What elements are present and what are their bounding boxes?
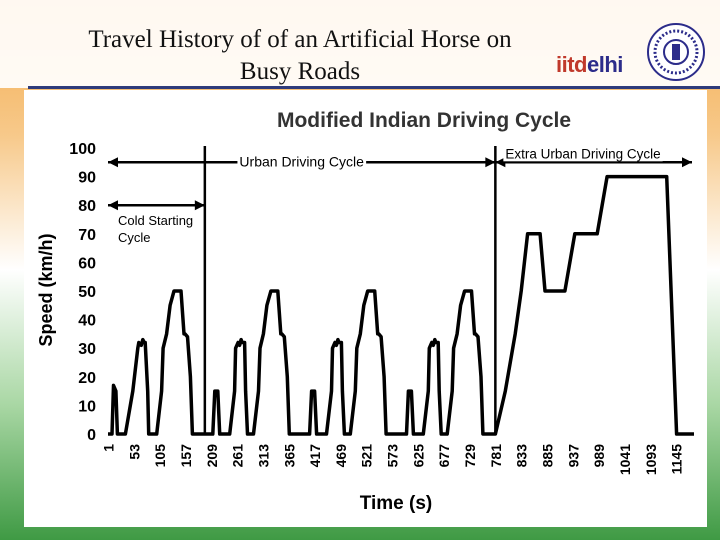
x-tick-label: 885 xyxy=(540,444,556,468)
y-tick-label: 60 xyxy=(78,255,96,272)
y-tick-label: 80 xyxy=(78,198,96,215)
title-divider xyxy=(28,86,720,89)
y-tick-label: 50 xyxy=(78,284,96,301)
speed-series-line xyxy=(108,174,694,436)
x-tick-label: 209 xyxy=(204,444,220,468)
logo-part-2: elhi xyxy=(587,52,623,77)
slide-title: Travel History of of an Artificial Horse… xyxy=(40,24,560,88)
x-tick-label: 261 xyxy=(230,444,246,468)
cold-cycle-label-line-2: Cycle xyxy=(118,230,151,245)
x-tick-label: 729 xyxy=(462,444,478,468)
x-tick-label: 1093 xyxy=(643,444,659,475)
x-tick-label: 937 xyxy=(565,444,581,468)
y-tick-label: 100 xyxy=(69,141,96,158)
x-tick-label: 469 xyxy=(333,444,349,468)
x-tick-label: 781 xyxy=(488,444,504,468)
institute-emblem-icon xyxy=(647,23,705,81)
y-tick-label: 30 xyxy=(78,341,96,358)
x-tick-label: 989 xyxy=(591,444,607,468)
x-tick-label: 157 xyxy=(178,444,194,468)
x-tick-label: 365 xyxy=(281,444,297,468)
cold-arrow-left-head xyxy=(108,200,118,211)
chart-card: Modified Indian Driving Cycle Speed (km/… xyxy=(24,90,707,527)
x-tick-label: 105 xyxy=(152,444,168,468)
urban-label-bg xyxy=(237,153,367,170)
slide-title-line-2: Busy Roads xyxy=(239,58,361,85)
x-tick-label: 521 xyxy=(359,444,375,468)
x-tick-label: 1145 xyxy=(669,444,685,475)
x-axis-label: Time (s) xyxy=(360,493,433,514)
chart-title: Modified Indian Driving Cycle xyxy=(277,109,571,132)
extra-urban-arrow-right-head xyxy=(682,157,692,168)
x-tick-label: 1041 xyxy=(617,444,633,475)
x-tick-label: 1 xyxy=(100,444,116,452)
y-tick-label: 70 xyxy=(78,227,96,244)
y-tick-label: 90 xyxy=(78,170,96,187)
x-tick-label: 573 xyxy=(385,444,401,468)
iitd-logo-text: iitdelhi xyxy=(556,52,623,78)
x-tick-label: 677 xyxy=(436,444,452,468)
y-tick-label: 10 xyxy=(78,398,96,415)
y-axis-label: Speed (km/h) xyxy=(36,233,56,346)
title-bar xyxy=(0,0,720,88)
cold-cycle-label: Cold Starting xyxy=(118,213,193,228)
x-tick-label: 417 xyxy=(307,444,323,468)
extra-urban-label-bg xyxy=(503,146,663,162)
x-tick-label: 313 xyxy=(255,444,271,468)
slide-title-line-1: Travel History of of an Artificial Horse… xyxy=(88,26,512,53)
x-tick-label: 53 xyxy=(126,444,142,460)
y-tick-label: 0 xyxy=(87,427,96,444)
urban-arrow-left-head xyxy=(108,157,118,168)
driving-cycle-chart: Modified Indian Driving Cycle Speed (km/… xyxy=(36,109,694,514)
x-tick-label: 833 xyxy=(514,444,530,468)
y-tick-label: 40 xyxy=(78,313,96,330)
extra-urban-cycle-label: Extra Urban Driving Cycle xyxy=(505,146,660,161)
logo-part-1: iitd xyxy=(556,52,588,77)
urban-arrow-right-head xyxy=(485,157,496,168)
cold-arrow-right-head xyxy=(194,200,205,211)
y-tick-label: 20 xyxy=(78,370,96,387)
urban-cycle-label: Urban Driving Cycle xyxy=(239,153,364,169)
x-tick-label: 625 xyxy=(410,444,426,468)
extra-urban-arrow-left-head xyxy=(495,157,506,168)
